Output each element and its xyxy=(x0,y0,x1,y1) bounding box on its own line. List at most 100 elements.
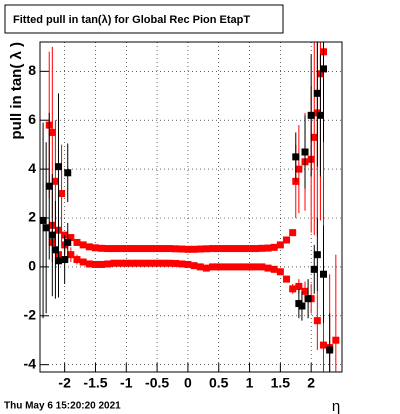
marker xyxy=(42,224,50,232)
marker xyxy=(110,259,118,267)
marker xyxy=(91,244,99,252)
marker xyxy=(122,259,130,267)
marker xyxy=(258,263,266,271)
marker xyxy=(110,245,118,253)
y-tick-label: -2 xyxy=(24,306,37,322)
marker xyxy=(313,89,321,97)
marker xyxy=(147,259,155,267)
marker xyxy=(283,236,291,244)
marker xyxy=(85,260,93,268)
marker xyxy=(252,263,260,271)
marker xyxy=(202,264,210,272)
marker xyxy=(128,245,136,253)
marker xyxy=(239,263,247,271)
marker xyxy=(165,245,173,253)
y-axis-label: pull in tan( λ ) xyxy=(8,42,25,140)
marker xyxy=(135,259,143,267)
y-tick-label: 8 xyxy=(28,62,36,78)
marker xyxy=(320,270,328,278)
plot-area: -4 -2 0 2 4 6 8 -2 -1.5 -1 -0.5 0 0.5 1 1.5 2 xyxy=(24,42,342,391)
x-tick-label: -1.5 xyxy=(83,375,107,391)
marker xyxy=(289,229,297,237)
marker xyxy=(54,163,62,171)
y-tick-label: 2 xyxy=(28,209,36,225)
marker xyxy=(196,245,204,253)
marker xyxy=(45,182,53,190)
marker xyxy=(153,259,161,267)
marker xyxy=(307,111,315,119)
frame xyxy=(39,41,343,373)
x-axis-label: η xyxy=(332,398,340,414)
marker xyxy=(320,341,328,349)
marker xyxy=(64,169,72,177)
marker xyxy=(159,259,167,267)
marker xyxy=(116,259,124,267)
marker xyxy=(73,256,81,264)
marker xyxy=(48,231,56,239)
marker xyxy=(67,251,75,259)
marker xyxy=(264,244,272,252)
marker xyxy=(264,264,272,272)
marker xyxy=(184,245,192,253)
marker xyxy=(116,245,124,253)
marker xyxy=(215,245,223,253)
marker xyxy=(320,65,328,73)
marker xyxy=(98,260,106,268)
marker xyxy=(276,268,284,276)
marker xyxy=(221,245,229,253)
marker xyxy=(227,245,235,253)
marker xyxy=(233,263,241,271)
marker xyxy=(215,263,223,271)
marker xyxy=(153,245,161,253)
marker xyxy=(298,302,306,310)
marker xyxy=(178,260,186,268)
marker xyxy=(165,259,173,267)
marker xyxy=(292,153,300,161)
marker xyxy=(190,245,198,253)
marker xyxy=(209,245,217,253)
y-tick-label: 4 xyxy=(28,160,36,176)
x-tick-label: 0.5 xyxy=(209,375,229,391)
marker xyxy=(61,256,69,264)
y-tick-label: 0 xyxy=(28,258,36,274)
marker xyxy=(85,243,93,251)
marker xyxy=(295,165,303,173)
chart-title: Fitted pull in tan(λ) for Global Rec Pio… xyxy=(13,14,250,26)
x-tick-label: -2 xyxy=(58,375,71,391)
marker xyxy=(246,263,254,271)
marker xyxy=(301,287,309,295)
marker xyxy=(289,285,297,293)
marker xyxy=(159,245,167,253)
marker xyxy=(178,245,186,253)
x-tick-label: -0.5 xyxy=(145,375,169,391)
marker xyxy=(184,260,192,268)
marker xyxy=(283,275,291,283)
marker xyxy=(258,244,266,252)
marker xyxy=(221,263,229,271)
marker xyxy=(128,259,136,267)
marker xyxy=(51,177,59,185)
marker xyxy=(98,244,106,252)
marker xyxy=(270,265,278,273)
marker xyxy=(67,234,75,242)
marker xyxy=(326,346,334,354)
marker xyxy=(51,246,59,254)
x-tick-label: 1 xyxy=(246,375,254,391)
marker xyxy=(276,241,284,249)
marker xyxy=(233,245,241,253)
title-box xyxy=(4,4,284,34)
marker xyxy=(64,238,72,246)
x-tick-label: 1.5 xyxy=(271,375,291,391)
marker xyxy=(252,245,260,253)
marker xyxy=(246,245,254,253)
marker xyxy=(54,257,62,265)
y-tick-label: -4 xyxy=(24,355,37,371)
x-tick-label: 0 xyxy=(184,375,192,391)
marker xyxy=(301,148,309,156)
marker xyxy=(135,245,143,253)
marker xyxy=(313,251,321,259)
marker xyxy=(239,245,247,253)
marker xyxy=(104,260,112,268)
marker xyxy=(202,245,210,253)
